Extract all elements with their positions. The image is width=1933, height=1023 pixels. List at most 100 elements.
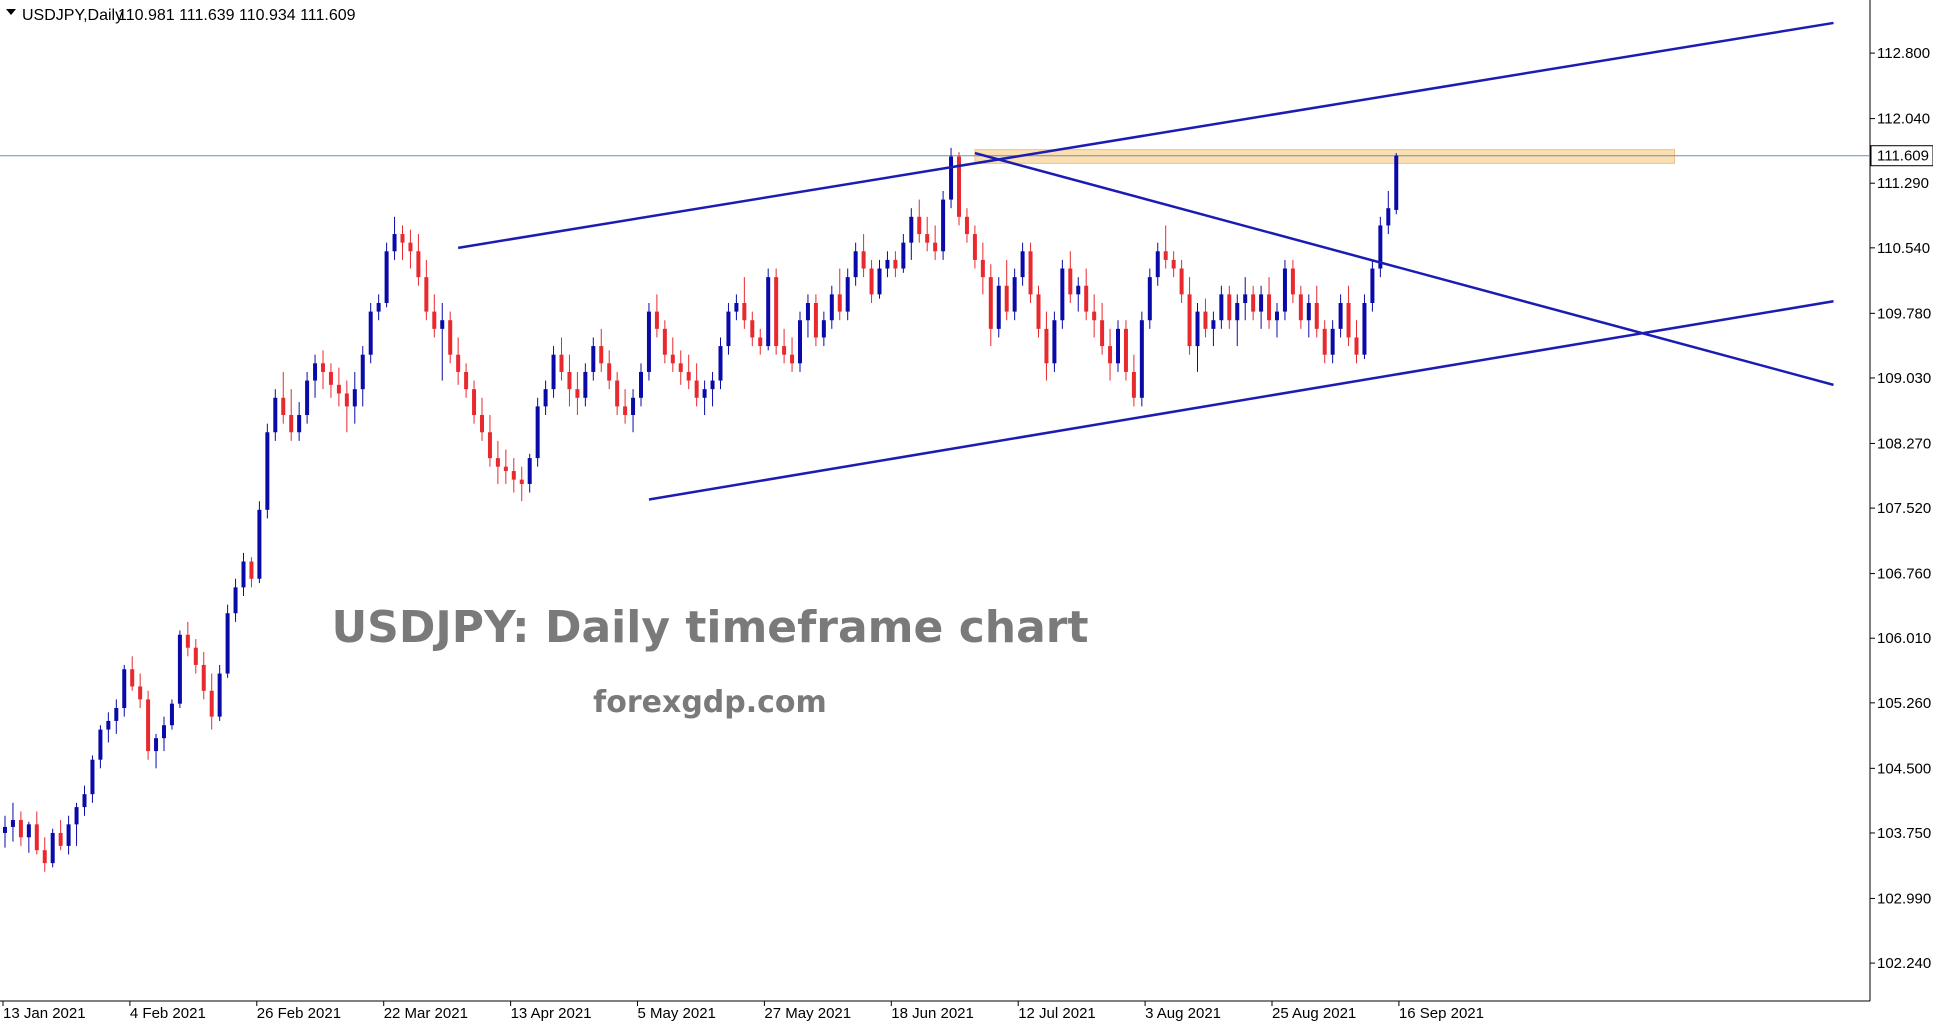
candle-body: [154, 738, 158, 751]
y-tick-label: 103.750: [1877, 825, 1931, 842]
candle: [647, 303, 651, 381]
candle-body: [766, 277, 770, 346]
candle-body: [512, 471, 516, 480]
y-tick-label: 102.240: [1877, 955, 1931, 972]
candle-body: [186, 635, 190, 648]
y-tick-label: 110.540: [1877, 240, 1930, 257]
x-tick-label: 27 May 2021: [764, 1005, 851, 1022]
candle-body: [758, 337, 762, 346]
candle-body: [202, 665, 206, 691]
symbol-label: USDJPY,Daily: [22, 7, 123, 24]
candle-body: [933, 243, 937, 252]
candle-body: [846, 277, 850, 311]
candle-body: [210, 691, 214, 717]
candle-body: [607, 363, 611, 380]
candle-body: [631, 398, 635, 415]
candle-body: [790, 355, 794, 364]
candle-body: [162, 725, 166, 738]
candle-body: [901, 243, 905, 269]
candle-body: [750, 320, 754, 337]
candle-body: [361, 355, 365, 389]
candle-body: [432, 312, 436, 329]
candle-body: [75, 807, 79, 824]
price-axis[interactable]: 112.800 112.040 111.290 110.540 109.780 109.0…: [1870, 45, 1933, 972]
candle-body: [583, 372, 587, 398]
candle-body: [226, 613, 230, 673]
candle: [1283, 260, 1287, 320]
candle-body: [265, 432, 269, 510]
candle-body: [1188, 294, 1192, 346]
candle-body: [1227, 294, 1231, 320]
candle-body: [1172, 260, 1176, 269]
candle-body: [321, 363, 325, 372]
candle-body: [1243, 294, 1247, 303]
candle: [1124, 320, 1128, 380]
candle-body: [1132, 372, 1136, 398]
y-tick-label: 102.990: [1877, 890, 1931, 907]
candle-body: [1044, 329, 1048, 363]
candle-body: [456, 355, 460, 372]
candle: [798, 312, 802, 372]
candle-body: [734, 303, 738, 312]
candle-body: [114, 708, 118, 721]
candle: [1029, 243, 1033, 303]
x-tick-label: 12 Jul 2021: [1018, 1005, 1096, 1022]
candle-body: [218, 674, 222, 717]
y-tick-label: 105.260: [1877, 695, 1931, 712]
candle-body: [59, 833, 63, 846]
candle-body: [1251, 294, 1255, 311]
candle: [941, 191, 945, 260]
candle-body: [1164, 251, 1168, 260]
candle: [226, 605, 230, 678]
candle-body: [1076, 286, 1080, 295]
candle: [957, 152, 961, 225]
y-tick-label: 107.520: [1877, 500, 1931, 517]
candle-body: [1362, 303, 1366, 355]
candle-body: [464, 372, 468, 389]
candle-body: [830, 294, 834, 320]
candle: [536, 398, 540, 467]
candle-body: [615, 381, 619, 407]
candle: [146, 691, 150, 760]
candle-body: [520, 480, 524, 484]
candle-body: [1386, 208, 1390, 225]
candle-body: [329, 372, 333, 385]
candle-body: [575, 389, 579, 398]
candle-body: [870, 269, 874, 295]
candle-body: [281, 398, 285, 415]
candle-body: [552, 355, 556, 389]
candle-body: [234, 587, 238, 613]
x-tick-label: 13 Apr 2021: [511, 1005, 592, 1022]
candle-body: [1060, 269, 1064, 321]
candle-body: [1196, 312, 1200, 346]
candle-body: [1283, 269, 1287, 312]
x-tick-label: 26 Feb 2021: [257, 1005, 341, 1022]
y-tick-label: 109.780: [1877, 305, 1931, 322]
candle-body: [711, 381, 715, 390]
candle-body: [337, 385, 341, 394]
candle-body: [1259, 294, 1263, 311]
candle-body: [599, 346, 603, 363]
candle-body: [838, 294, 842, 311]
candle-body: [1299, 294, 1303, 320]
candle: [949, 148, 953, 208]
candle-body: [11, 820, 15, 827]
candle-body: [1108, 346, 1112, 363]
candle-body: [393, 234, 397, 251]
candle-body: [1005, 286, 1009, 312]
candle-body: [893, 260, 897, 269]
candle: [1060, 260, 1064, 329]
candle-body: [242, 562, 246, 588]
candle-body: [560, 355, 564, 372]
candle-body: [1029, 251, 1033, 294]
candle-body: [1347, 303, 1351, 337]
candle: [1394, 153, 1398, 214]
candle-body: [297, 415, 301, 432]
candle-body: [353, 389, 357, 406]
candle-body: [536, 406, 540, 458]
candle-body: [1148, 277, 1152, 320]
candle-body: [941, 200, 945, 252]
candle: [369, 303, 373, 363]
y-tick-label: 106.010: [1877, 630, 1931, 647]
